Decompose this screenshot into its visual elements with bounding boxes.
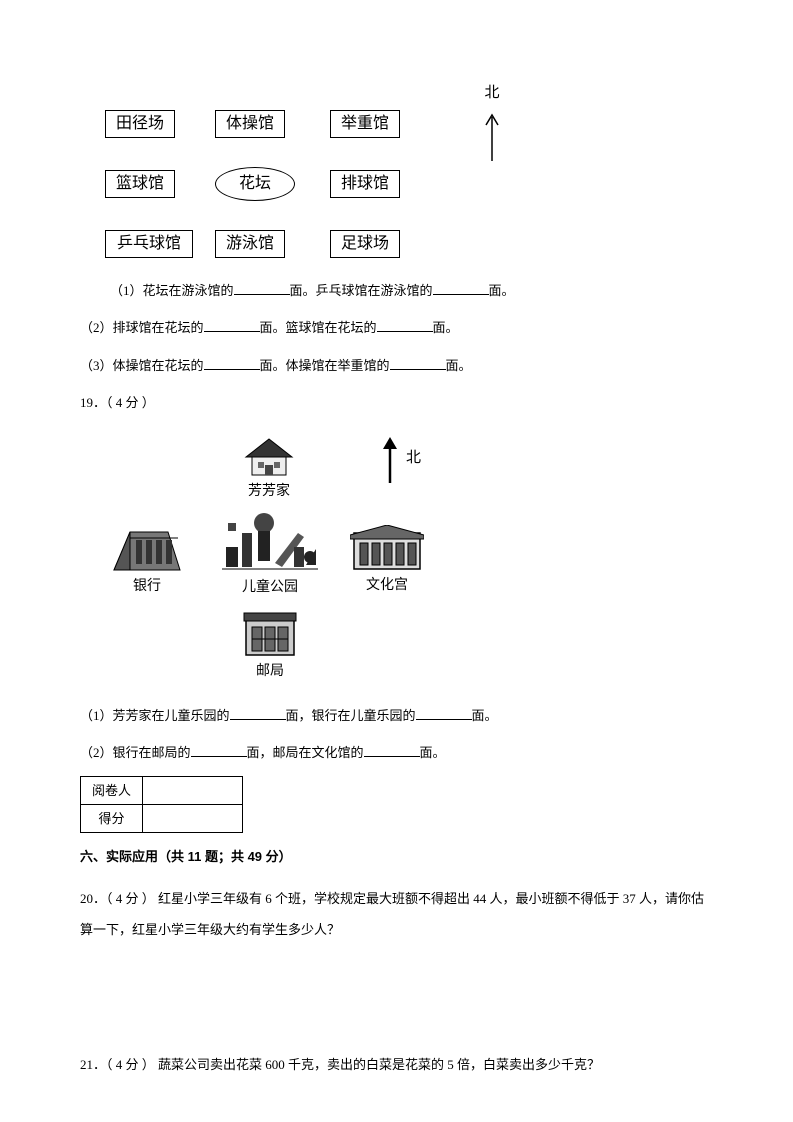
answer-space-20 xyxy=(80,945,713,1035)
question-21: 21．（ 4 分 ） 蔬菜公司卖出花菜 600 千克，卖出的白菜是花菜的 5 倍… xyxy=(80,1049,713,1080)
box-basketball: 篮球馆 xyxy=(105,170,175,198)
q19-l2c: 面。 xyxy=(420,745,446,760)
blank-fill[interactable] xyxy=(364,743,420,757)
map-post-label: 邮局 xyxy=(256,659,284,684)
box-football: 足球场 xyxy=(330,230,400,258)
culture-building-icon xyxy=(350,525,424,573)
map-post: 邮局 xyxy=(240,607,300,684)
q18-line2: （2）排球馆在花坛的 面。篮球馆在花坛的 面。 xyxy=(80,316,713,339)
q18-l2b: 面。篮球馆在花坛的 xyxy=(260,320,377,335)
map-north: 北 xyxy=(380,435,421,483)
q18-l2c: 面。 xyxy=(433,320,459,335)
q18-line1: （1）花坛在游泳馆的 面。乒乓球馆在游泳馆的 面。 xyxy=(110,279,713,302)
north-label: 北 xyxy=(484,80,499,107)
playground-icon xyxy=(220,503,320,575)
map-park: 儿童公园 xyxy=(220,503,320,600)
q19-l2a: （2）银行在邮局的 xyxy=(80,745,191,760)
score-table: 阅卷人 得分 xyxy=(80,776,243,833)
q18-l2a: （2）排球馆在花坛的 xyxy=(80,320,204,335)
blank-fill[interactable] xyxy=(191,743,247,757)
q18-l1c: 面。 xyxy=(489,283,515,298)
north-indicator: 北 xyxy=(484,80,500,161)
arrow-up-icon xyxy=(380,435,400,483)
arrow-up-icon xyxy=(484,111,500,161)
score-label: 得分 xyxy=(81,805,143,833)
section-6-header: 六、实际应用（共 11 题；共 49 分） xyxy=(80,845,713,868)
q19-l2b: 面，邮局在文化馆的 xyxy=(247,745,364,760)
blank-fill[interactable] xyxy=(234,281,290,295)
map-culture: 文化宫 xyxy=(350,525,424,598)
map-park-label: 儿童公园 xyxy=(242,575,298,600)
box-swimming: 游泳馆 xyxy=(215,230,285,258)
q19-l1a: （1）芳芳家在儿童乐园的 xyxy=(80,708,230,723)
blank-fill[interactable] xyxy=(416,706,472,720)
house-icon xyxy=(240,435,298,479)
blank-fill[interactable] xyxy=(204,318,260,332)
question-20: 20．（ 4 分 ） 红星小学三年级有 6 个班，学校规定最大班额不得超出 44… xyxy=(80,883,713,945)
map-fangfang: 芳芳家 xyxy=(240,435,298,504)
map-diagram: 芳芳家 北 银行 xyxy=(110,435,460,690)
q18-l1a: （1）花坛在游泳馆的 xyxy=(110,283,234,298)
venue-grid-diagram: 北 田径场 体操馆 举重馆 篮球馆 花坛 排球馆 乒乓球馆 游泳馆 足球场 xyxy=(105,95,505,265)
q19-l1b: 面，银行在儿童乐园的 xyxy=(286,708,416,723)
box-track-field: 田径场 xyxy=(105,110,175,138)
q18-l1b: 面。乒乓球馆在游泳馆的 xyxy=(290,283,433,298)
oval-garden: 花坛 xyxy=(215,167,295,201)
blank-fill[interactable] xyxy=(204,356,260,370)
box-weightlifting: 举重馆 xyxy=(330,110,400,138)
blank-fill[interactable] xyxy=(230,706,286,720)
q18-l3c: 面。 xyxy=(446,358,472,373)
blank-fill[interactable] xyxy=(390,356,446,370)
box-pingpong: 乒乓球馆 xyxy=(105,230,193,258)
map-north-label: 北 xyxy=(406,445,421,472)
q19-line2: （2）银行在邮局的 面，邮局在文化馆的 面。 xyxy=(80,741,713,764)
bank-building-icon xyxy=(110,520,184,574)
reviewer-label: 阅卷人 xyxy=(81,777,143,805)
q18-line3: （3）体操馆在花坛的 面。体操馆在举重馆的 面。 xyxy=(80,354,713,377)
map-bank-label: 银行 xyxy=(133,574,161,599)
map-fangfang-label: 芳芳家 xyxy=(248,479,290,504)
blank-fill[interactable] xyxy=(433,281,489,295)
q18-l3b: 面。体操馆在举重馆的 xyxy=(260,358,390,373)
post-office-icon xyxy=(240,607,300,659)
score-value[interactable] xyxy=(143,805,243,833)
map-bank: 银行 xyxy=(110,520,184,599)
q19-header: 19．（ 4 分 ） xyxy=(80,391,713,414)
box-gym: 体操馆 xyxy=(215,110,285,138)
map-culture-label: 文化宫 xyxy=(366,573,408,598)
q18-l3a: （3）体操馆在花坛的 xyxy=(80,358,204,373)
reviewer-value[interactable] xyxy=(143,777,243,805)
blank-fill[interactable] xyxy=(377,318,433,332)
box-volleyball: 排球馆 xyxy=(330,170,400,198)
q19-l1c: 面。 xyxy=(472,708,498,723)
q19-line1: （1）芳芳家在儿童乐园的 面，银行在儿童乐园的 面。 xyxy=(80,704,713,727)
